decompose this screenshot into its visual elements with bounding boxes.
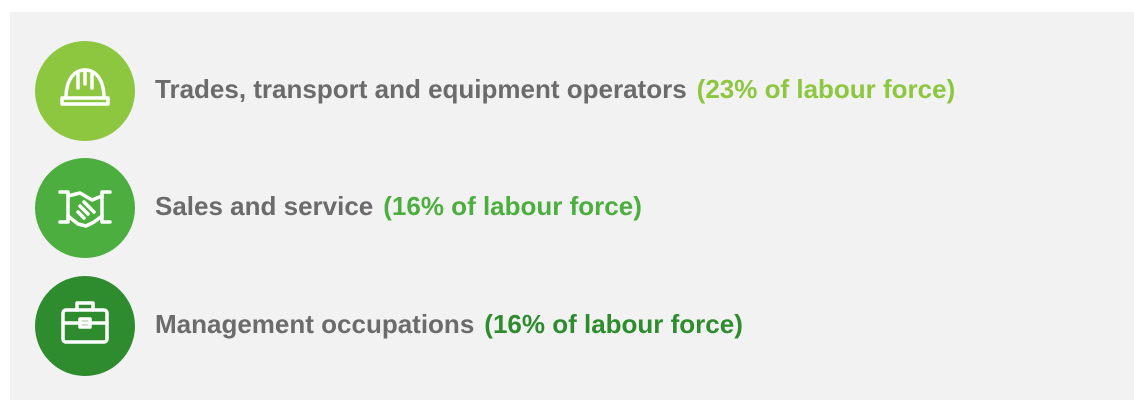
item-text: Management occupations (16% of labour for… xyxy=(155,309,743,339)
item-text: Sales and service (16% of labour force) xyxy=(155,191,642,221)
item-row: Sales and service (16% of labour force) xyxy=(35,158,642,258)
item-label: Management occupations xyxy=(155,309,474,339)
item-text: Trades, transport and equipment operator… xyxy=(155,74,955,104)
briefcase-icon xyxy=(61,301,109,344)
item-label: Trades, transport and equipment operator… xyxy=(155,74,687,104)
item-row: Trades, transport and equipment operator… xyxy=(35,41,955,141)
icon-circle xyxy=(35,158,135,258)
icon-circle xyxy=(35,41,135,141)
item-label: Sales and service xyxy=(155,191,373,221)
item-share: (16% of labour force) xyxy=(383,191,642,221)
item-share: (16% of labour force) xyxy=(484,309,743,339)
item-row: Management occupations (16% of labour for… xyxy=(35,276,743,376)
panel xyxy=(10,12,1134,400)
handshake-icon xyxy=(58,190,112,228)
item-share: (23% of labour force) xyxy=(697,74,956,104)
helmet-icon xyxy=(60,68,110,106)
